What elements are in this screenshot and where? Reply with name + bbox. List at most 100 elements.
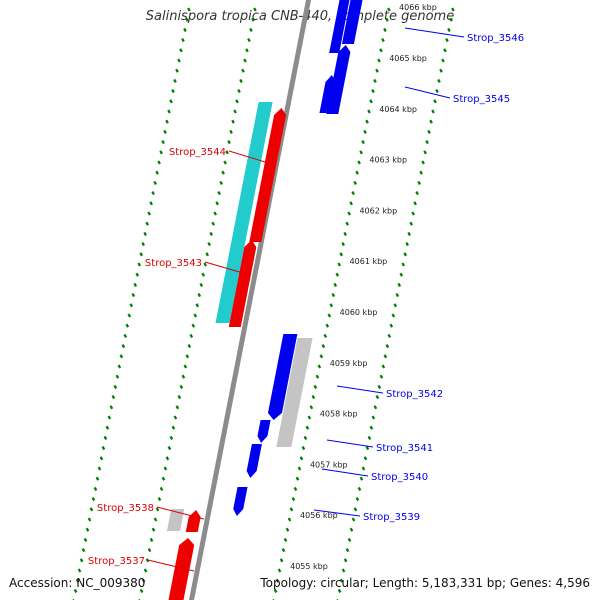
gene-label-leader	[147, 559, 195, 572]
tick-mark	[371, 415, 376, 420]
gene-label: Strop_3539	[363, 512, 420, 523]
tick-mark	[103, 435, 108, 440]
tick-mark	[227, 140, 231, 145]
tick-mark	[377, 58, 381, 63]
tick-mark	[393, 303, 398, 308]
tick-mark	[391, 313, 396, 318]
tick-mark	[105, 425, 110, 430]
tick-mark	[371, 89, 375, 94]
tick-mark	[359, 150, 363, 155]
tick-mark	[183, 364, 188, 369]
gene-arrow	[319, 75, 336, 113]
tick-mark	[377, 384, 382, 389]
tick-mark	[163, 466, 168, 471]
tick-mark	[293, 486, 298, 491]
tick-mark	[87, 517, 92, 522]
tick-mark	[373, 78, 377, 83]
gene-label-leader	[326, 439, 374, 448]
tick-mark	[145, 221, 149, 226]
tick-mark	[185, 17, 189, 22]
gene-label: Strop_3542	[386, 389, 443, 400]
gene-label: Strop_3546	[467, 33, 524, 44]
tick-mark	[327, 313, 332, 318]
tick-mark	[225, 150, 229, 155]
gene-arrow	[276, 338, 313, 447]
tick-mark	[347, 537, 352, 542]
scale-label: 4064 kbp	[379, 105, 417, 114]
tick-mark	[113, 384, 118, 389]
gene-arrow	[168, 538, 195, 600]
tick-mark	[137, 262, 142, 267]
tick-mark	[381, 364, 386, 369]
tick-mark	[313, 384, 318, 389]
tick-mark	[175, 405, 180, 410]
tick-mark	[85, 527, 90, 532]
tick-mark	[343, 558, 348, 563]
tick-mark	[223, 160, 227, 165]
gene-label-leader	[204, 261, 251, 276]
tick-mark	[161, 476, 166, 481]
tick-mark	[355, 170, 359, 175]
tick-mark	[95, 476, 100, 481]
tick-mark	[323, 333, 328, 338]
tick-mark	[449, 17, 453, 22]
tick-mark	[339, 578, 344, 583]
tick-mark	[149, 201, 153, 206]
tick-mark	[431, 109, 435, 114]
tick-mark	[421, 160, 425, 165]
tick-mark	[363, 129, 367, 134]
tick-mark	[373, 405, 378, 410]
tick-mark	[379, 374, 384, 379]
scale-label: 4056 kbp	[300, 511, 338, 520]
tick-mark	[159, 150, 163, 155]
tick-mark	[243, 58, 247, 63]
scale-label: 4058 kbp	[320, 410, 358, 419]
tick-mark	[451, 7, 455, 12]
tick-mark	[187, 344, 192, 349]
tick-mark	[185, 354, 190, 359]
tick-mark	[147, 548, 152, 553]
tick-mark	[167, 446, 172, 451]
tick-mark	[207, 242, 212, 247]
gene-arrow	[166, 509, 185, 531]
tick-mark	[241, 68, 245, 73]
tick-mark	[251, 17, 255, 22]
tick-mark	[413, 201, 417, 206]
tick-mark	[99, 456, 104, 461]
tick-mark	[411, 211, 415, 216]
tick-mark	[183, 27, 187, 32]
tick-mark	[369, 99, 373, 104]
tick-mark	[375, 68, 379, 73]
tick-mark	[141, 242, 146, 247]
accession-text: Accession: NC_009380	[9, 576, 146, 590]
tick-mark	[389, 323, 394, 328]
tick-mark	[177, 395, 182, 400]
tick-mark	[291, 497, 296, 502]
tick-mark	[221, 170, 225, 175]
gene-label: Strop_3543	[145, 258, 202, 269]
tick-mark	[341, 568, 346, 573]
tick-mark	[119, 354, 124, 359]
scale-label: 4063 kbp	[369, 156, 407, 165]
tick-mark	[437, 78, 441, 83]
tick-mark	[287, 517, 292, 522]
tick-mark	[151, 527, 156, 532]
tick-mark	[283, 537, 288, 542]
tick-mark	[361, 140, 365, 145]
tick-mark	[289, 507, 294, 512]
scale-label: 4062 kbp	[359, 206, 397, 215]
tick-mark	[211, 221, 215, 226]
tick-mark	[273, 588, 278, 593]
tick-mark	[159, 486, 164, 491]
tick-mark	[329, 303, 334, 308]
tick-mark	[427, 129, 431, 134]
tick-mark	[201, 272, 206, 277]
tick-mark	[167, 109, 171, 114]
tick-mark	[325, 323, 330, 328]
tick-mark	[209, 231, 213, 236]
tick-mark	[363, 456, 368, 461]
tick-mark	[79, 558, 84, 563]
tick-mark	[347, 211, 351, 216]
tick-mark	[175, 68, 179, 73]
